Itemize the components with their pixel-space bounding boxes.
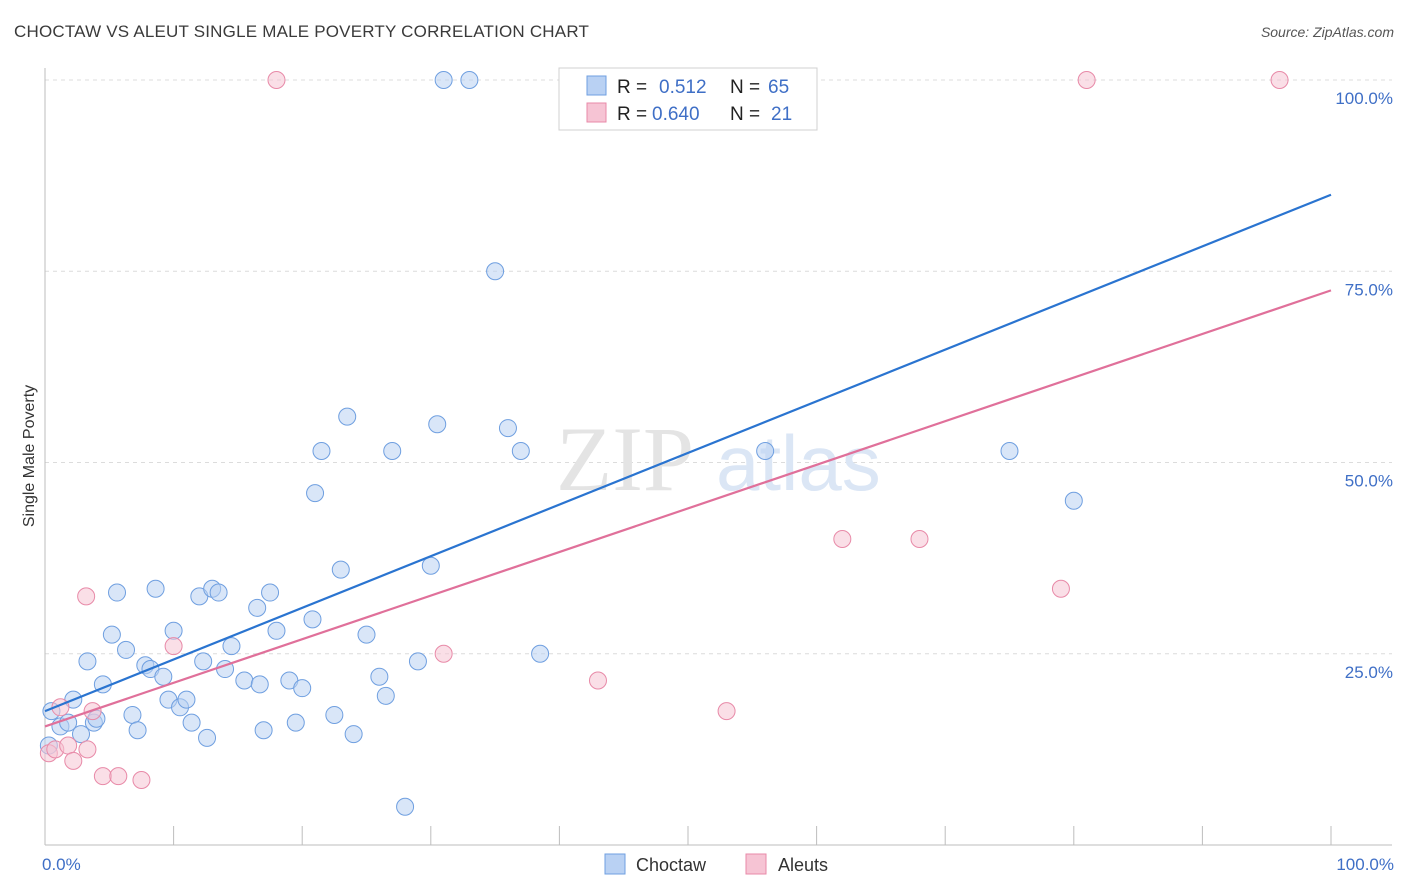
point-choctaw — [306, 484, 325, 503]
point-aleuts — [132, 770, 151, 789]
x-tick-label: 100.0% — [1336, 855, 1394, 874]
point-choctaw — [72, 725, 91, 744]
point-choctaw — [235, 671, 254, 690]
point-choctaw — [254, 721, 273, 740]
x-tick-label: 0.0% — [42, 855, 81, 874]
point-aleuts — [717, 702, 736, 721]
point-aleuts — [93, 767, 112, 786]
point-aleuts — [833, 530, 852, 548]
legend-swatch-aleuts — [586, 102, 607, 123]
point-choctaw — [428, 415, 447, 434]
legend-r-aleuts: 0.640 — [652, 104, 700, 125]
source-credit: Source: ZipAtlas.com — [1260, 24, 1394, 40]
point-choctaw — [357, 625, 376, 644]
y-tick-label: 25.0% — [1345, 663, 1393, 682]
point-choctaw — [325, 705, 344, 724]
point-choctaw — [376, 686, 395, 705]
legend-n-aleuts: 21 — [771, 104, 792, 125]
point-choctaw — [209, 583, 228, 602]
point-choctaw — [286, 713, 305, 732]
point-choctaw — [498, 419, 517, 438]
point-choctaw — [222, 637, 241, 656]
point-choctaw — [102, 625, 121, 644]
bottom-legend-swatch-choctaw — [604, 853, 626, 875]
point-choctaw — [154, 667, 173, 686]
point-aleuts — [77, 587, 96, 606]
trend-line-aleuts — [44, 289, 1332, 728]
point-choctaw — [460, 71, 479, 89]
point-aleuts — [434, 644, 453, 663]
bottom-legend: Choctaw Aleuts — [604, 853, 828, 875]
legend-r-choctaw: 0.512 — [659, 77, 707, 98]
svg-text:R =: R = — [617, 104, 647, 125]
point-choctaw — [164, 621, 183, 640]
legend-swatch-choctaw — [586, 75, 607, 96]
point-choctaw — [383, 442, 402, 461]
legend-box: R = 0.512 N = 65 R = 0.640 N = 21 — [558, 67, 818, 131]
point-choctaw — [128, 721, 147, 740]
point-aleuts — [59, 736, 78, 755]
y-tick-label: 50.0% — [1345, 472, 1393, 491]
y-tick-labels: 25.0% 50.0% 75.0% 100.0% — [1335, 89, 1393, 682]
y-tick-label: 75.0% — [1345, 280, 1393, 299]
point-choctaw — [344, 725, 363, 744]
grid-lines — [45, 79, 1392, 655]
point-choctaw — [408, 652, 427, 671]
svg-text:N =: N = — [730, 104, 760, 125]
point-choctaw — [331, 560, 350, 579]
point-choctaw — [511, 442, 530, 461]
point-choctaw — [182, 713, 201, 732]
point-aleuts — [1270, 71, 1289, 89]
point-choctaw — [421, 556, 440, 575]
point-choctaw — [370, 667, 389, 686]
bottom-legend-aleuts: Aleuts — [778, 855, 828, 875]
x-tick-labels: 0.0% 100.0% — [42, 855, 1394, 874]
point-choctaw — [78, 652, 97, 671]
point-choctaw — [108, 583, 127, 602]
point-choctaw — [312, 442, 331, 461]
point-choctaw — [248, 598, 267, 617]
y-axis-label: Single Male Poverty — [21, 385, 38, 527]
legend-n-choctaw: 65 — [768, 77, 789, 98]
point-choctaw — [434, 71, 453, 89]
point-aleuts — [267, 71, 286, 89]
point-aleuts — [1077, 71, 1096, 89]
point-aleuts — [910, 530, 929, 548]
point-choctaw — [261, 583, 280, 602]
point-aleuts — [109, 767, 128, 786]
svg-text:N =: N = — [730, 77, 760, 98]
point-choctaw — [250, 675, 269, 694]
y-tick-label: 100.0% — [1335, 89, 1393, 108]
point-choctaw — [267, 621, 286, 640]
trend-lines — [44, 193, 1332, 728]
point-choctaw — [194, 652, 213, 671]
point-choctaw — [486, 262, 505, 281]
svg-text:R =: R = — [617, 77, 647, 98]
point-choctaw — [396, 797, 415, 816]
point-choctaw — [117, 640, 136, 659]
point-aleuts — [164, 637, 183, 656]
watermark-atlas: atlas — [716, 419, 881, 507]
bottom-legend-choctaw: Choctaw — [636, 855, 707, 875]
point-choctaw — [1000, 442, 1019, 461]
point-choctaw — [123, 705, 142, 724]
point-choctaw — [177, 690, 196, 709]
bottom-legend-swatch-aleuts — [745, 853, 767, 875]
chart-title: CHOCTAW VS ALEUT SINGLE MALE POVERTY COR… — [14, 22, 590, 41]
point-aleuts — [64, 751, 83, 770]
trend-line-choctaw — [44, 193, 1332, 713]
point-choctaw — [531, 644, 550, 663]
point-choctaw — [198, 728, 217, 747]
point-aleuts — [1051, 579, 1070, 598]
point-aleuts — [78, 740, 97, 759]
point-choctaw — [146, 579, 165, 598]
point-aleuts — [588, 671, 607, 690]
point-choctaw — [1064, 491, 1083, 510]
point-choctaw — [293, 679, 312, 698]
point-choctaw — [756, 442, 775, 461]
point-choctaw — [303, 610, 322, 629]
point-choctaw — [338, 407, 357, 426]
